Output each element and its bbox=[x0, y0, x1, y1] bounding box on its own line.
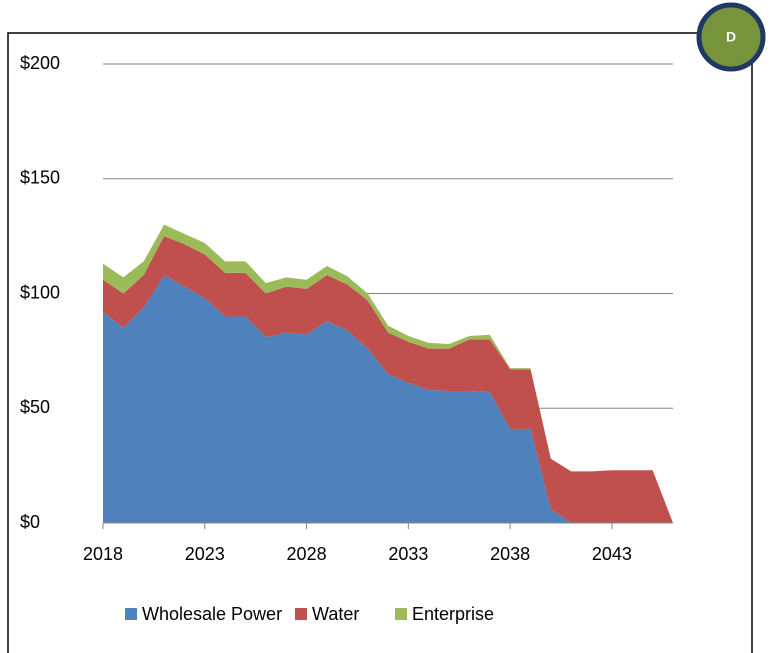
legend-swatch bbox=[395, 608, 407, 620]
legend-label: Wholesale Power bbox=[142, 604, 282, 624]
x-tick-label: 2028 bbox=[287, 544, 327, 564]
y-tick-label: $150 bbox=[20, 168, 60, 188]
y-tick-label: $0 bbox=[20, 512, 40, 532]
legend-swatch bbox=[295, 608, 307, 620]
legend-label: Water bbox=[312, 604, 359, 624]
legend-label: Enterprise bbox=[412, 604, 494, 624]
area bbox=[103, 275, 673, 523]
area bbox=[103, 236, 673, 523]
x-tick-label: 2038 bbox=[490, 544, 530, 564]
x-tick-label: 2018 bbox=[83, 544, 123, 564]
x-tick-label: 2023 bbox=[185, 544, 225, 564]
badge-label: D bbox=[726, 29, 736, 45]
y-tick-label: $100 bbox=[20, 282, 60, 302]
legend-swatch bbox=[125, 608, 137, 620]
y-tick-label: $50 bbox=[20, 397, 50, 417]
plot-area: $0 $50 $100 $150 $200 2018 2023 2028 2033 2038 204… bbox=[20, 53, 673, 624]
x-tick-label: 2043 bbox=[592, 544, 632, 564]
y-tick-label: $200 bbox=[20, 53, 60, 73]
x-tick-label: 2033 bbox=[388, 544, 428, 564]
badge bbox=[696, 2, 766, 72]
